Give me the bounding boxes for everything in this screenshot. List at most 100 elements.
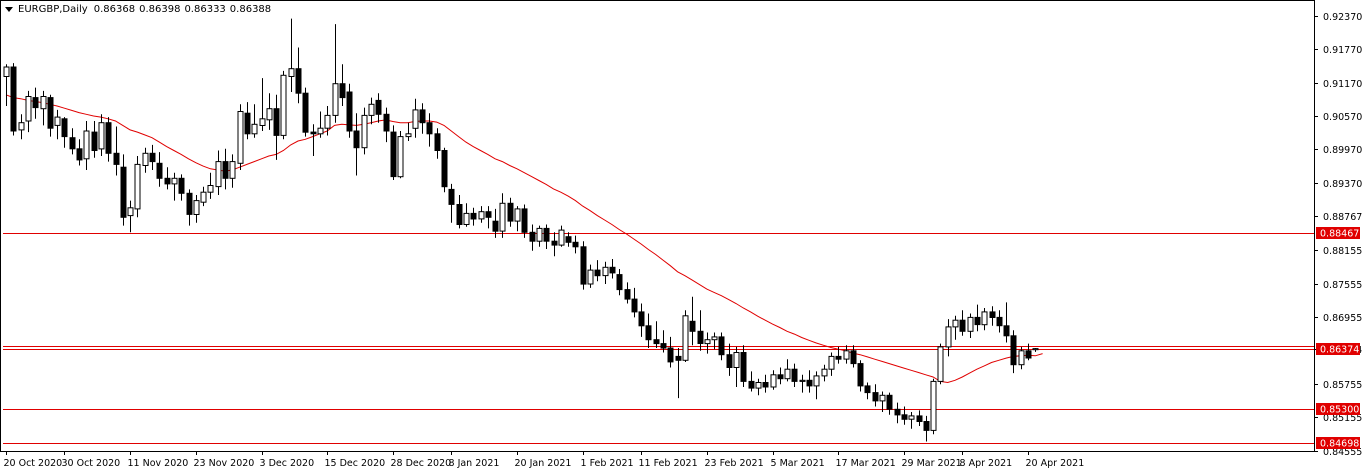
candle-body [18,122,25,131]
candle [499,193,506,238]
candle [879,391,886,412]
candle [171,172,178,201]
candle-body [295,68,302,94]
candle [412,98,419,138]
candle-body [609,266,616,274]
candle-body [850,350,857,365]
candle [631,287,638,318]
candle-body [332,83,339,116]
candle [134,156,141,218]
candle-body [142,152,149,167]
candle-body [879,394,886,402]
time-tick-label: 5 Mar 2021 [771,458,825,469]
candle [470,207,477,226]
price-tag-label: 0.84698 [1320,439,1359,450]
candle [47,94,54,137]
candle [448,183,455,223]
candle [529,224,536,251]
candle [748,371,755,392]
price-tick-label: 0.84555 [1323,447,1362,458]
candle [828,352,835,376]
candle [886,392,893,415]
candle [434,128,441,159]
candle [1025,343,1032,361]
candle-body [682,315,689,361]
candle-body [134,163,141,210]
candle [843,345,850,364]
candle-body [448,188,455,205]
candle [207,172,214,199]
candle [704,332,711,354]
candle-body [317,127,324,135]
candle-body [908,415,915,420]
candle [456,195,463,229]
candle-body [69,137,76,150]
candle [419,103,426,134]
time-tick-label: 28 Dec 2020 [391,458,452,469]
candle-body [521,208,528,233]
candle-body [894,408,901,416]
candle-body [740,352,747,382]
candle-body [280,74,287,136]
price-tick-label: 0.89970 [1323,145,1362,156]
candle [580,241,587,290]
candle-body [259,118,266,127]
candle [142,147,149,173]
candle [587,264,594,288]
candle-body [207,185,214,193]
price-tag-label: 0.88467 [1320,229,1359,240]
candle [383,107,390,143]
price-tag-box [1316,343,1360,355]
candle-body [835,355,842,360]
candle [332,24,339,123]
candle-body [149,152,156,163]
candle [317,111,324,138]
candle [799,374,806,393]
candle-body [718,336,725,356]
candle-body [251,123,258,135]
candle-body [697,330,704,344]
candle-body [770,374,777,388]
time-tick-label: 20 Oct 2020 [4,458,63,469]
candle-body [580,246,587,285]
candle-body [572,241,579,248]
price-tick-label: 0.92370 [1323,12,1362,23]
candle-body [434,133,441,152]
candle-body [916,415,923,422]
candle-body [551,240,558,246]
candle-body [507,202,514,222]
candle [375,93,382,123]
price-tag-label: 0.85300 [1320,405,1359,416]
candle-body [353,130,360,149]
candle [777,367,784,385]
price-tick-label: 0.86955 [1323,313,1362,324]
candle [149,144,156,170]
candle [310,124,317,156]
candle-body [120,166,127,218]
candle [478,206,485,223]
candle-body [989,311,996,318]
candle [989,306,996,326]
time-tick-label: 23 Feb 2021 [705,458,764,469]
candle-body [733,352,740,368]
price-tick-label: 0.88155 [1323,246,1362,257]
candle [711,332,718,350]
candle [397,131,404,179]
candle [996,310,1003,333]
candle-body [310,131,317,135]
candle [295,47,302,104]
candle-body [959,319,966,332]
price-tick-label: 0.91770 [1323,45,1362,56]
price-tag-box [1316,437,1360,449]
candle-body [937,346,944,382]
candle-body [405,133,412,138]
candle-body [594,269,601,277]
chart-menu-triangle-icon[interactable] [5,6,13,12]
candle-body [762,382,769,388]
candle [667,336,674,368]
candle-body [806,379,813,387]
low-price: 0.86333 [184,3,226,15]
candle [952,315,959,340]
